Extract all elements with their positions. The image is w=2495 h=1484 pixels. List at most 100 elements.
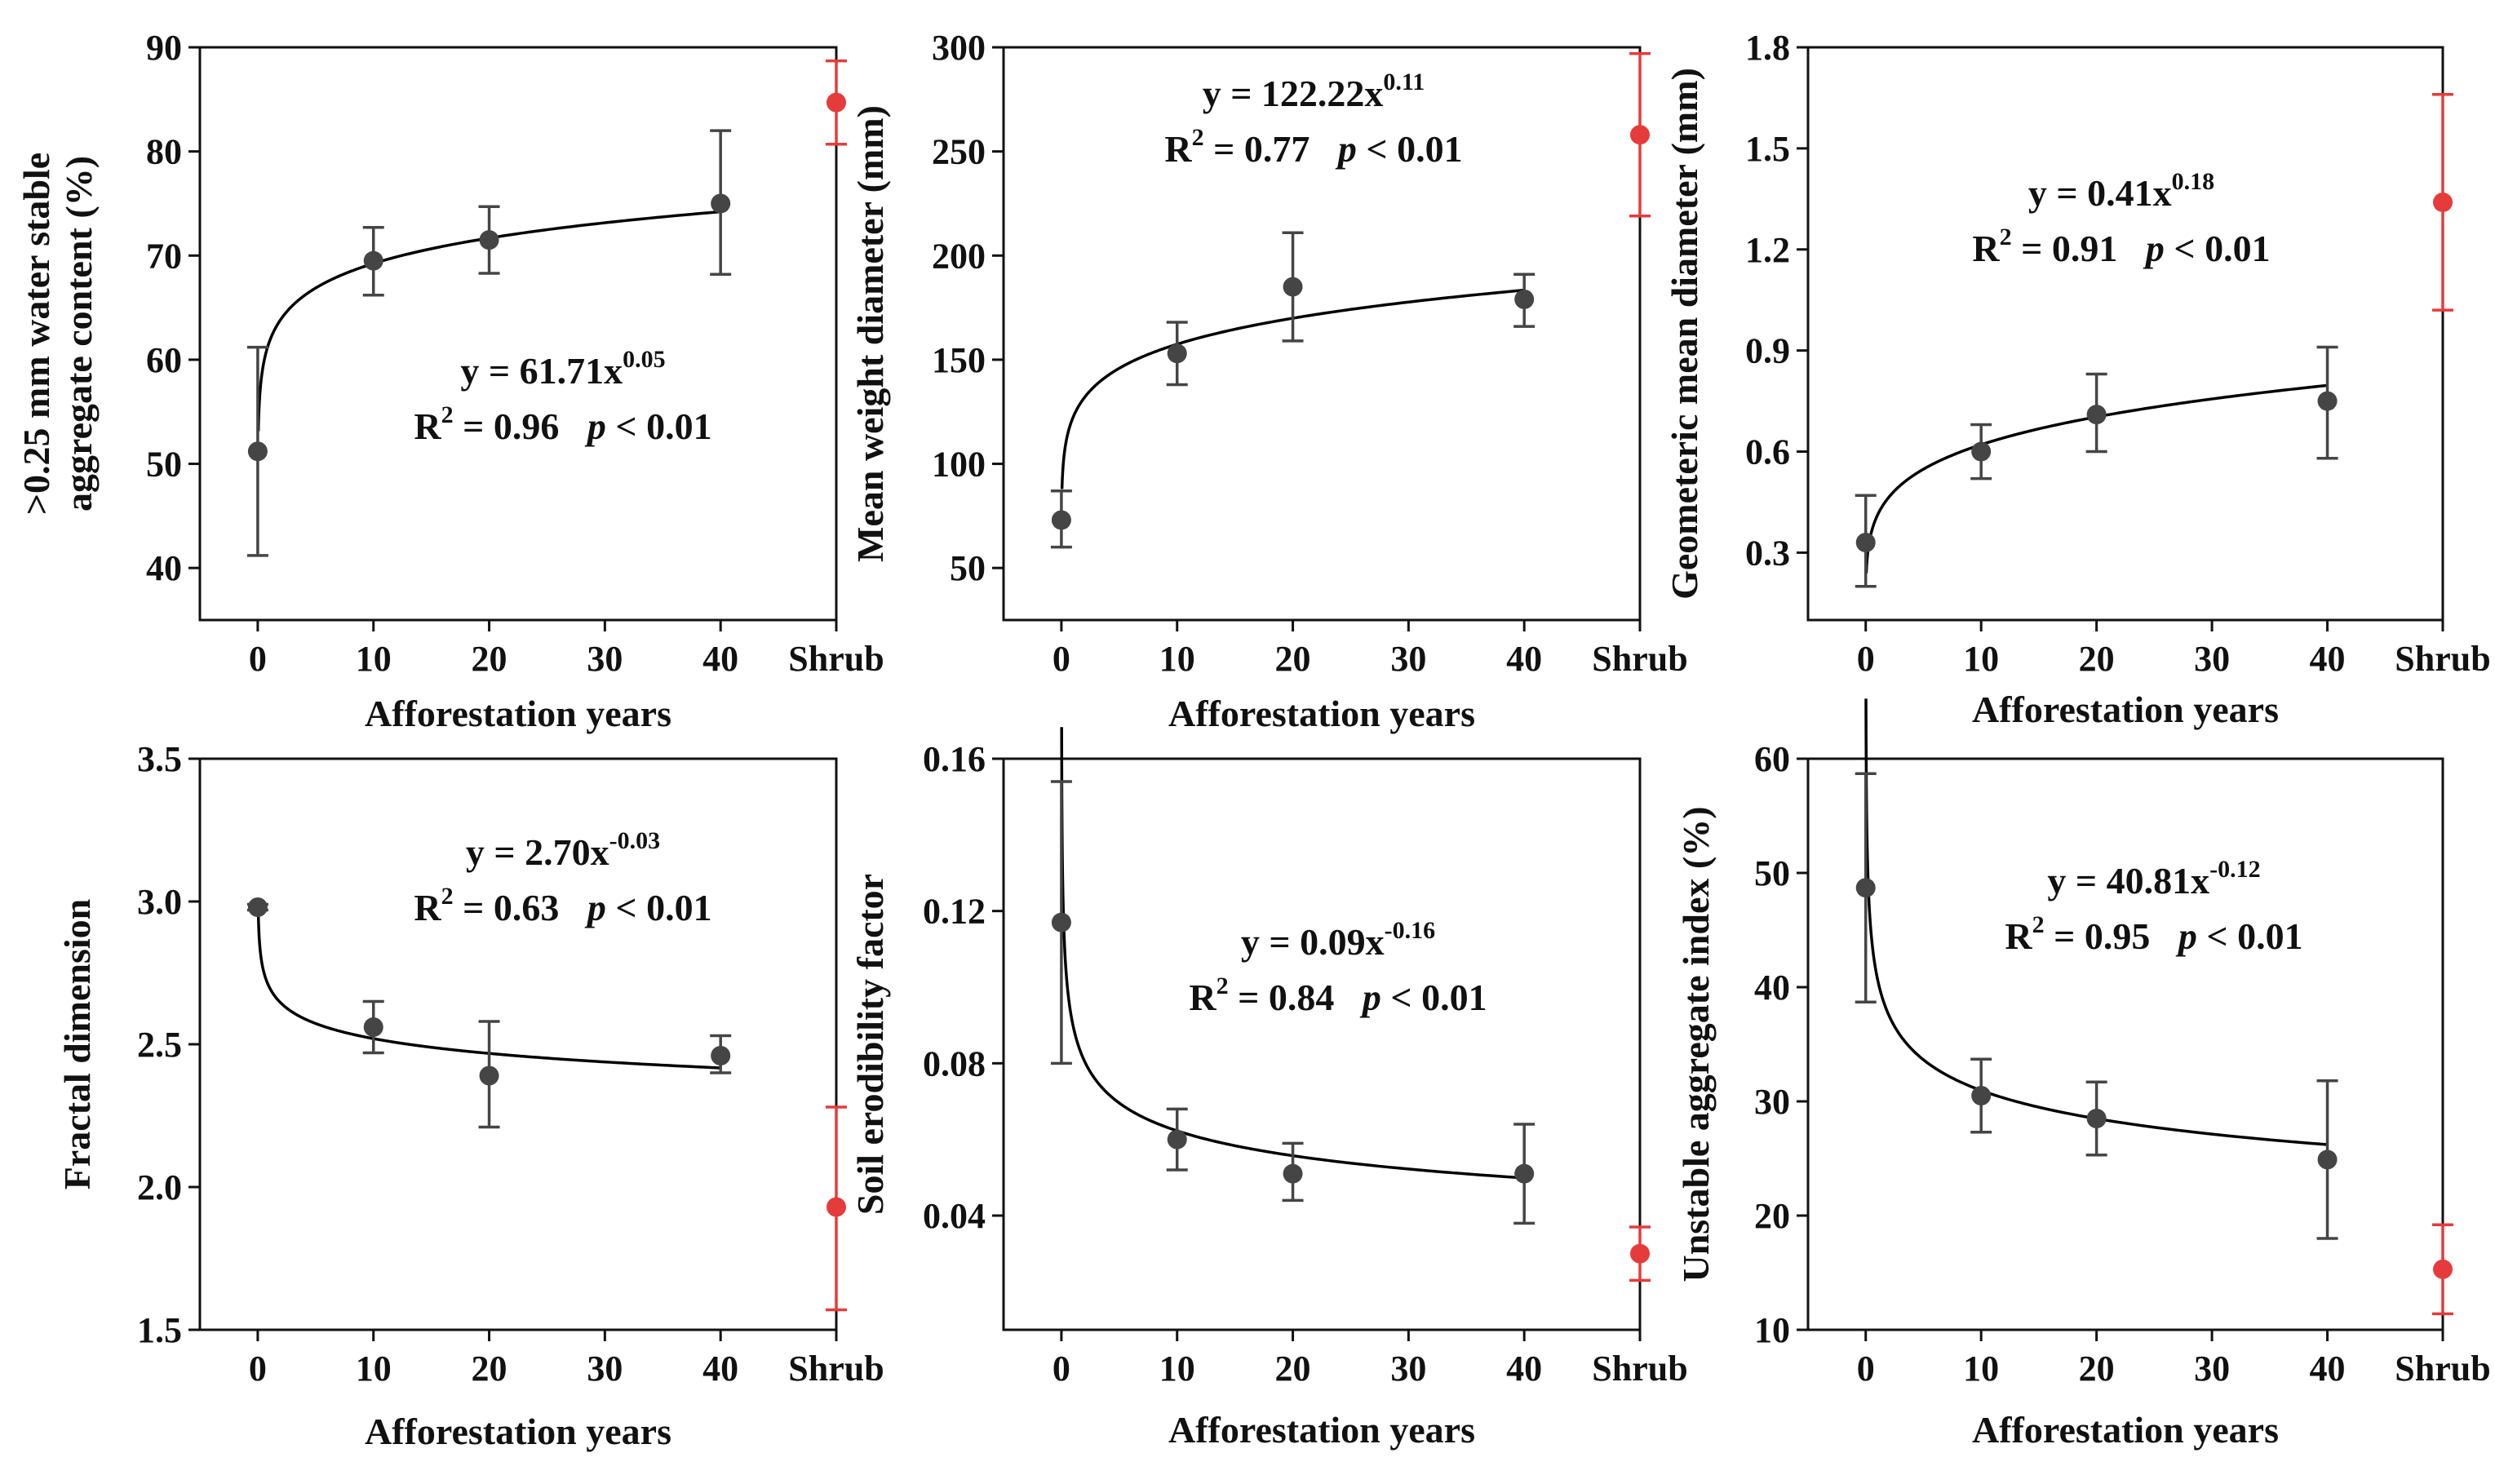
fit-equation: y = 2.70x-0.03 <box>466 827 660 873</box>
afforestation-data-point <box>479 1065 499 1086</box>
x-tick-label: 0 <box>1053 1349 1070 1389</box>
r2-value: = 0.95 <box>2045 915 2151 957</box>
p-value: < 0.01 <box>1357 128 1463 170</box>
equation-lhs: y = 0.41x <box>2028 172 2172 214</box>
equation-exponent: 0.05 <box>623 346 666 373</box>
x-tick-label: 30 <box>1390 639 1426 679</box>
equation-lhs: y = 61.71x <box>460 350 623 392</box>
afforestation-data-point <box>1514 1163 1535 1184</box>
afforestation-data-point <box>1971 1086 1992 1105</box>
p-symbol: p <box>584 887 606 928</box>
afforestation-data-point <box>1167 1129 1187 1150</box>
afforestation-data-point <box>247 441 268 462</box>
x-tick-label: 30 <box>587 1349 623 1389</box>
r2-superscript: 2 <box>1192 124 1204 151</box>
afforestation-data-point <box>2317 391 2338 411</box>
equation-exponent: -0.12 <box>2209 856 2261 883</box>
r2-value: = 0.84 <box>1229 977 1335 1018</box>
x-tick-label: Shrub <box>2395 639 2490 679</box>
p-symbol: p <box>584 405 606 447</box>
p-symbol: p <box>1359 977 1381 1018</box>
fit-equation: y = 0.41x0.18 <box>2028 168 2214 214</box>
y-tick-label: 50 <box>1754 853 1790 893</box>
equation-exponent: -0.16 <box>1385 917 1436 944</box>
spacer <box>1310 128 1338 170</box>
afforestation-data-point <box>1855 533 1876 553</box>
power-fit-curve <box>256 915 721 1070</box>
x-axis-label: Afforestation years <box>1972 1409 2279 1451</box>
shrub-data-point <box>2433 1259 2453 1279</box>
plot-frame <box>1002 757 1642 1331</box>
afforestation-data-point <box>363 250 383 271</box>
y-axis-label: Unstable aggregate index (%) <box>1675 806 1717 1282</box>
equation-lhs: y = 122.22x <box>1203 73 1384 114</box>
y-tick-label: 20 <box>1754 1196 1790 1236</box>
fit-equation: y = 122.22x0.11 <box>1203 69 1425 114</box>
x-tick-label: Shrub <box>788 1349 884 1389</box>
spacer <box>1334 977 1363 1018</box>
r2-superscript: 2 <box>441 883 454 910</box>
plot-frame <box>198 46 838 622</box>
r2-symbol: R <box>2005 915 2032 957</box>
x-axis-label: Afforestation years <box>1168 693 1475 734</box>
shrub-data-point <box>2433 192 2453 212</box>
p-symbol: p <box>2143 228 2165 269</box>
y-tick-label: 90 <box>146 28 182 68</box>
chart-panel-mwd: 50 100 150 200 250 300 0 10 20 30 40 Shrub Afforesta… <box>849 28 1688 734</box>
chart-panel-fd: 1.5 2.0 2.5 3.0 3.5 0 10 20 30 40 Shrub Afforestati… <box>56 739 884 1452</box>
fit-statistics: R2 = 0.96 p < 0.01 <box>414 401 711 447</box>
y-tick-label: 100 <box>932 445 986 485</box>
power-fit-curve <box>1864 383 2328 574</box>
y-tick-label: 300 <box>932 28 986 68</box>
chart-panel-uai: 10 20 30 40 50 60 0 10 20 30 40 Shrub Afforestation … <box>1675 698 2491 1451</box>
r2-superscript: 2 <box>1216 972 1229 999</box>
r2-symbol: R <box>414 405 441 447</box>
y-axis-label: aggregate content (%) <box>58 156 100 512</box>
x-tick-label: 20 <box>1275 639 1311 679</box>
x-tick-label: 0 <box>249 1349 267 1389</box>
y-tick-label: 1.8 <box>1745 28 1790 68</box>
x-tick-label: 0 <box>249 639 267 679</box>
r2-superscript: 2 <box>2000 224 2012 250</box>
y-tick-label: 50 <box>950 548 986 588</box>
equation-exponent: 0.18 <box>2172 168 2215 195</box>
y-axis-label: >0.25 mm water stable <box>16 153 57 515</box>
equation-lhs: y = 2.70x <box>466 831 609 873</box>
afforestation-data-point <box>2317 1150 2338 1170</box>
y-tick-label: 60 <box>146 340 182 380</box>
x-tick-label: 20 <box>1275 1349 1311 1389</box>
y-tick-label: 0.6 <box>1745 432 1790 472</box>
r2-superscript: 2 <box>2032 911 2045 938</box>
x-tick-label: 10 <box>356 1349 392 1389</box>
p-value: < 0.01 <box>606 405 712 447</box>
y-tick-label: 0.9 <box>1745 331 1790 371</box>
y-tick-label: 0.04 <box>923 1196 986 1236</box>
x-tick-label: 20 <box>472 1349 507 1389</box>
p-symbol: p <box>1335 128 1357 170</box>
r2-value: = 0.63 <box>454 887 560 928</box>
x-tick-label: 40 <box>2310 1349 2346 1389</box>
y-tick-label: 0.3 <box>1745 533 1790 573</box>
y-tick-label: 0.12 <box>923 892 986 932</box>
y-tick-label: 30 <box>1754 1082 1790 1122</box>
fit-statistics: R2 = 0.63 p < 0.01 <box>414 883 711 928</box>
y-axis-label: Fractal dimension <box>56 899 98 1189</box>
p-value: < 0.01 <box>2165 228 2271 269</box>
plot-frame <box>1002 46 1642 622</box>
r2-value: = 0.77 <box>1204 128 1310 170</box>
y-tick-label: 40 <box>1754 968 1790 1008</box>
afforestation-data-point <box>1051 510 1071 530</box>
x-tick-label: 10 <box>356 639 392 679</box>
plot-frame <box>1806 46 2444 622</box>
x-tick-label: 10 <box>1963 1349 1999 1389</box>
afforestation-data-point <box>1514 289 1535 309</box>
y-tick-label: 150 <box>932 340 986 380</box>
afforestation-data-point <box>1283 1163 1303 1184</box>
y-tick-label: 80 <box>146 132 182 172</box>
x-axis-label: Afforestation years <box>365 1411 671 1452</box>
y-axis-label: Geometeric mean diameter (mm) <box>1664 68 1705 600</box>
x-tick-label: 0 <box>1857 1349 1875 1389</box>
y-tick-label: 10 <box>1754 1310 1790 1350</box>
y-tick-label: 0.08 <box>923 1043 986 1083</box>
